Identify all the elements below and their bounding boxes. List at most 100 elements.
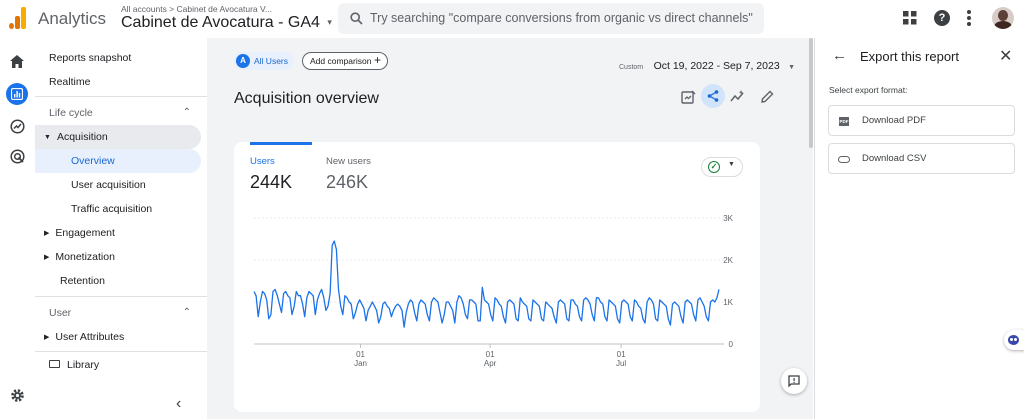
y-tick-label: 3K (723, 214, 733, 223)
caret-right-icon: ▶ (44, 230, 50, 237)
more-vert-icon[interactable] (966, 9, 972, 27)
left-rail (0, 38, 35, 419)
metric-users-value: 244K (250, 172, 293, 192)
avatar[interactable] (992, 7, 1014, 29)
date-range-picker[interactable]: Custom Oct 19, 2022 - Sep 7, 2023 ▼ (619, 56, 795, 74)
metric-new-users-label: New users (326, 156, 371, 167)
all-users-chip[interactable]: A All Users (234, 52, 294, 70)
all-users-label: All Users (254, 56, 289, 66)
x-tick-month: Apr (484, 359, 497, 368)
help-icon[interactable]: ? (934, 10, 950, 26)
report-nav: Reports snapshot Realtime Life cycle ⌃ ▼… (35, 38, 207, 419)
x-tick-month: Jan (354, 359, 367, 368)
nav-engagement-label: Engagement (55, 227, 115, 239)
date-range-prefix: Custom (619, 64, 644, 71)
search-icon (350, 12, 363, 25)
y-tick-label: 1K (723, 298, 733, 307)
caret-down-icon: ▼ (44, 134, 51, 141)
download-csv-button[interactable]: Download CSV (828, 143, 1015, 174)
chevron-up-icon: ⌃ (182, 307, 191, 318)
nav-realtime[interactable]: Realtime (49, 76, 91, 88)
nav-retention[interactable]: Retention (60, 275, 105, 287)
panel-title: Export this report (860, 49, 959, 64)
settings-icon[interactable] (10, 388, 25, 403)
share-button[interactable] (701, 84, 725, 108)
nav-user-attributes-label: User Attributes (55, 331, 125, 343)
nav-traffic-acquisition[interactable]: Traffic acquisition (71, 203, 153, 215)
property-name: Cabinet de Avocatura - GA4 (121, 14, 320, 31)
series-line-users (253, 240, 720, 328)
nav-monetization[interactable]: ▶ Monetization (35, 245, 201, 269)
insights-icon[interactable] (730, 90, 745, 103)
pencil-icon[interactable] (760, 90, 774, 104)
pdf-file-icon: PDF (839, 117, 849, 126)
share-icon (707, 90, 719, 102)
edit-comparison-icon[interactable] (681, 90, 696, 105)
advertising-icon[interactable] (10, 149, 25, 164)
x-tick-day: 01 (486, 350, 495, 359)
caret-down-icon: ▼ (728, 161, 735, 168)
chevron-down-icon: ▾ (327, 17, 332, 27)
x-tick-day: 01 (617, 350, 626, 359)
reports-icon[interactable] (6, 83, 28, 105)
search-bar[interactable]: Try searching "compare conversions from … (338, 3, 764, 34)
nav-section-label: User (49, 307, 72, 319)
main-content: A All Users Add comparison + Custom Oct … (207, 38, 813, 419)
chevron-up-icon: ⌃ (182, 107, 191, 118)
x-tick-day: 01 (356, 350, 365, 359)
segment-badge: A (236, 54, 250, 68)
metric-users-label: Users (250, 156, 275, 167)
metric-new-users-tab[interactable]: New users 246K (326, 142, 396, 194)
folder-icon (49, 360, 60, 368)
caret-right-icon: ▶ (44, 334, 50, 341)
property-selector[interactable]: Cabinet de Avocatura - GA4 ▾ (121, 14, 332, 32)
nav-section-user[interactable]: User ⌃ (35, 301, 201, 325)
nav-library-label: Library (67, 359, 100, 371)
close-icon[interactable]: ✕ (999, 48, 1013, 65)
metric-new-users-value: 246K (326, 172, 369, 192)
feedback-button[interactable] (781, 368, 807, 394)
nav-acquisition[interactable]: ▼ Acquisition (35, 125, 201, 149)
plus-icon: + (374, 53, 382, 67)
divider (35, 351, 207, 352)
nav-engagement[interactable]: ▶ Engagement (35, 221, 201, 245)
caret-right-icon: ▶ (44, 254, 50, 261)
nav-library[interactable]: Library (35, 353, 201, 377)
feedback-icon (788, 375, 800, 387)
nav-overview[interactable]: Overview (35, 149, 201, 173)
chart-status-dropdown[interactable]: ✓ ▼ (701, 157, 743, 177)
link-icon (838, 156, 850, 163)
download-pdf-label: Download PDF (862, 115, 926, 126)
collapse-nav-icon[interactable]: ‹ (176, 395, 182, 412)
content-scrollbar[interactable] (809, 38, 813, 148)
nav-acquisition-label: Acquisition (56, 131, 108, 143)
assistant-bubble-icon[interactable] (1004, 330, 1024, 350)
page-title: Acquisition overview (234, 90, 379, 107)
explore-icon[interactable] (10, 119, 25, 134)
download-pdf-button[interactable]: PDF Download PDF (828, 105, 1015, 136)
nav-user-attributes[interactable]: ▶ User Attributes (35, 325, 201, 349)
panel-subtitle: Select export format: (829, 85, 908, 95)
divider (35, 296, 207, 297)
metric-users-tab[interactable]: Users 244K (250, 142, 312, 194)
back-arrow-icon[interactable]: ← (832, 47, 847, 64)
add-comparison-label: Add comparison (310, 56, 372, 66)
nav-section-lifecycle[interactable]: Life cycle ⌃ (35, 101, 201, 125)
date-range-value: Oct 19, 2022 - Sep 7, 2023 (653, 60, 780, 72)
y-tick-label: 2K (723, 256, 733, 265)
y-tick-label: 0 (729, 340, 734, 349)
nav-reports-snapshot[interactable]: Reports snapshot (49, 52, 132, 64)
apps-grid-icon[interactable] (903, 11, 917, 25)
download-csv-label: Download CSV (862, 153, 927, 164)
analytics-logo-icon[interactable] (9, 7, 27, 29)
nav-section-label: Life cycle (49, 107, 93, 119)
home-icon[interactable] (10, 55, 24, 68)
nav-monetization-label: Monetization (55, 251, 115, 263)
account-breadcrumb[interactable]: All accounts > Cabinet de Avocatura V... (121, 4, 272, 14)
check-circle-icon: ✓ (708, 161, 720, 173)
nav-user-acquisition[interactable]: User acquisition (71, 179, 146, 191)
add-comparison-button[interactable]: Add comparison + (302, 52, 388, 70)
search-placeholder: Try searching "compare conversions from … (370, 11, 753, 25)
users-chart-card: Users 244K New users 246K ✓ ▼ 0 1K 2K 3K 01 J… (234, 142, 760, 412)
